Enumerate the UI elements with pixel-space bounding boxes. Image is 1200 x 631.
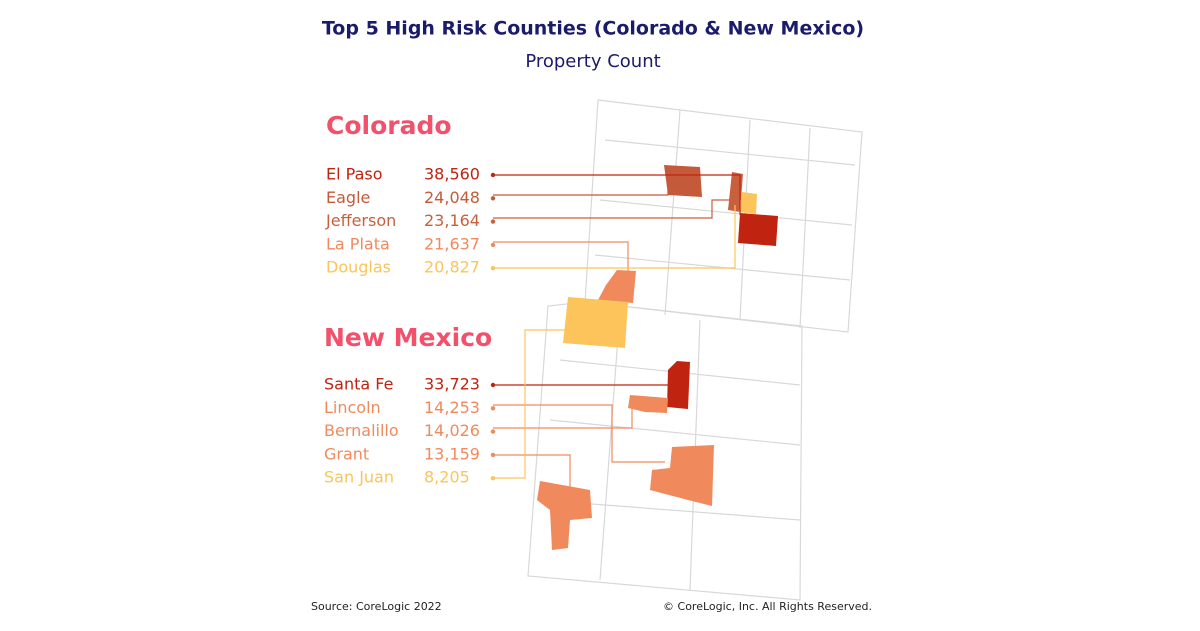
new-mexico-outline <box>527 301 803 601</box>
leader-dot <box>490 406 496 411</box>
subtitle: Property Count <box>525 51 660 72</box>
county-shape <box>650 445 714 506</box>
county-name: Douglas <box>326 258 391 277</box>
county-count: 21,637 <box>424 234 480 253</box>
county-shape <box>563 297 628 348</box>
county-name: Bernalillo <box>324 421 399 440</box>
county-count: 24,048 <box>424 188 480 207</box>
county-name: Jefferson <box>325 211 396 230</box>
county-shape <box>598 270 636 303</box>
county-name: Eagle <box>326 188 370 207</box>
leader-dot <box>490 266 496 271</box>
state-heading: Colorado <box>326 111 452 140</box>
county-count: 20,827 <box>424 258 480 277</box>
county-name: Lincoln <box>324 398 381 417</box>
county-shape <box>739 192 757 214</box>
colorado-outline <box>584 99 863 333</box>
county-count: 33,723 <box>424 375 480 394</box>
county-shape <box>628 395 668 413</box>
county-count: 14,026 <box>424 421 480 440</box>
leader-dot <box>490 196 496 201</box>
leader-dot <box>490 476 496 481</box>
county-shape <box>667 361 690 409</box>
county-count: 14,253 <box>424 398 480 417</box>
leader-dot <box>490 452 496 458</box>
map <box>527 99 863 601</box>
county-count: 13,159 <box>424 444 480 463</box>
county-shape <box>664 165 702 197</box>
county-name: La Plata <box>326 234 390 253</box>
state-heading: New Mexico <box>324 323 492 352</box>
leader-dot <box>490 382 496 388</box>
county-shape <box>537 481 592 550</box>
leader-dot <box>490 242 496 248</box>
source: Source: CoreLogic 2022 <box>311 600 442 613</box>
county-shape <box>728 172 743 212</box>
leader-dot <box>490 429 496 434</box>
county-count: 8,205 <box>424 468 470 487</box>
county-count: 23,164 <box>424 211 480 230</box>
county-count: 38,560 <box>424 165 480 184</box>
leader-lines <box>493 174 741 495</box>
leader-dot <box>490 172 496 178</box>
county-shape <box>738 213 778 246</box>
county-name: Grant <box>324 444 369 463</box>
county-name: El Paso <box>326 165 383 184</box>
title: Top 5 High Risk Counties (Colorado & New… <box>322 18 864 40</box>
copyright: © CoreLogic, Inc. All Rights Reserved. <box>663 600 872 613</box>
county-name: Santa Fe <box>324 375 393 394</box>
leader-dot <box>490 219 496 224</box>
county-name: San Juan <box>324 468 394 487</box>
